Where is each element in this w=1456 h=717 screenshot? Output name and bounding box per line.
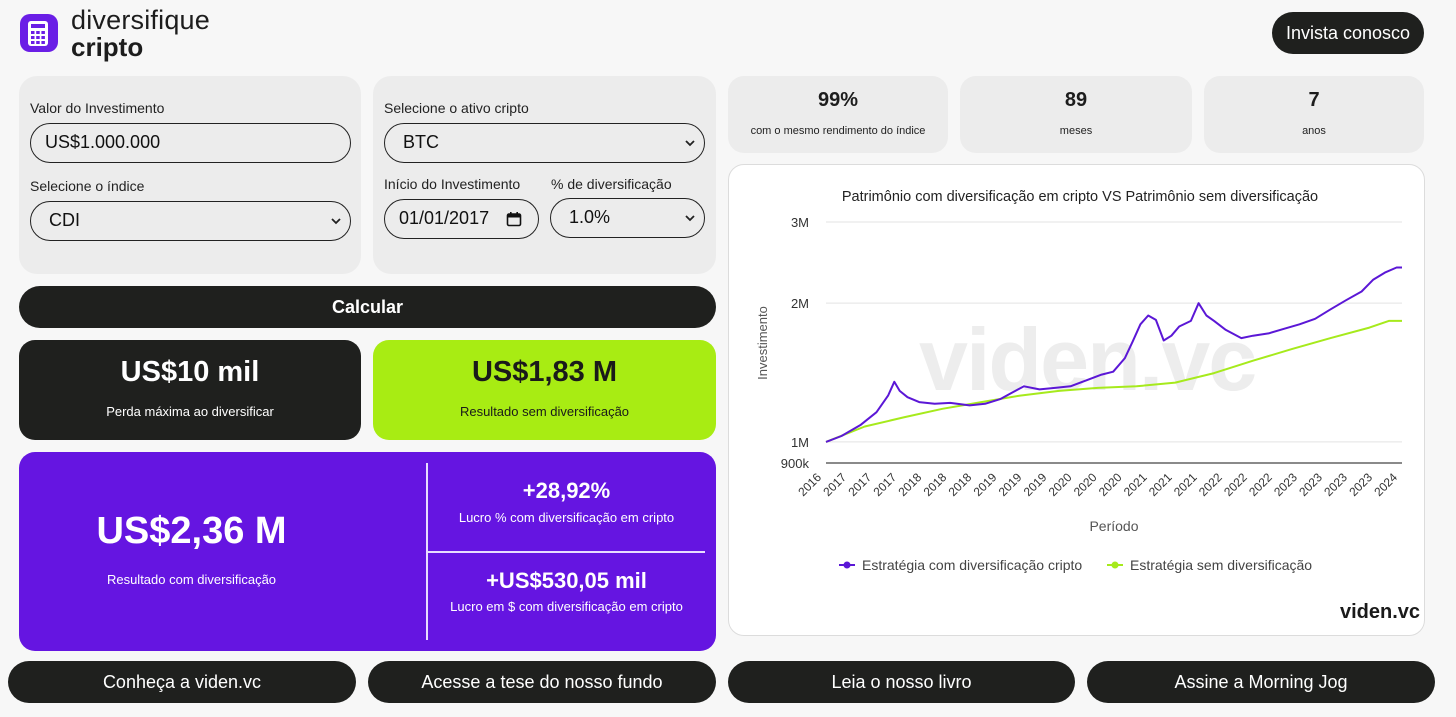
chevron-down-icon — [685, 140, 695, 147]
profit-percent-value: +28,92% — [522, 478, 611, 503]
start-date-label: Início do Investimento — [384, 176, 521, 192]
legend-label: Estratégia sem diversificação — [1130, 557, 1312, 573]
stat-years: 7 anos — [1204, 76, 1424, 153]
x-tick-label: 2022 — [1246, 470, 1275, 499]
no-diversification-label: Resultado sem diversificação — [459, 404, 630, 419]
stat-label: meses — [1059, 125, 1093, 137]
calendar-icon[interactable] — [506, 211, 522, 227]
x-tick-label: 2016 — [795, 470, 824, 499]
profit-percent-label: Lucro % com diversificação em cripto — [458, 510, 675, 525]
profit-absolute-label: Lucro em $ com diversificação em cripto — [450, 599, 683, 614]
y-axis-label: Investimento — [755, 306, 770, 380]
footer-link-book[interactable]: Leia o nosso livro — [728, 661, 1075, 703]
x-tick-label: 2018 — [921, 470, 950, 499]
logo-line-2: cripto — [71, 32, 144, 62]
viden-logo: viden.vc — [1340, 601, 1420, 623]
x-tick-label: 2021 — [1171, 470, 1200, 499]
index-label: Selecione o índice — [30, 178, 145, 194]
investment-label: Valor do Investimento — [30, 100, 165, 116]
chart-title: Patrimônio com diversificação em cripto … — [842, 189, 1318, 205]
x-tick-label: 2021 — [1146, 470, 1175, 499]
no-diversification-value: US$1,83 M — [471, 356, 618, 388]
x-tick-label: 2017 — [820, 470, 849, 499]
index-select[interactable]: CDI — [30, 201, 351, 241]
diversification-select[interactable]: 1.0% — [550, 198, 705, 238]
legend-item-without-diversification[interactable]: Estratégia sem diversificação — [1107, 557, 1312, 573]
stat-value: 99% — [817, 89, 859, 111]
stat-value: 89 — [1064, 89, 1088, 111]
vertical-divider — [426, 463, 428, 640]
x-tick-label: 2019 — [1021, 470, 1050, 499]
start-date-value: 01/01/2017 — [399, 208, 490, 228]
with-diversification-label: Resultado com diversificação — [106, 572, 277, 587]
x-tick-label: 2023 — [1296, 470, 1325, 499]
x-tick-label: 2023 — [1271, 470, 1300, 499]
logo-line-1: diversifique — [71, 5, 210, 35]
x-tick-label: 2020 — [1046, 470, 1075, 499]
form-panel-right: Selecione o ativo cripto BTC Início do I… — [373, 76, 716, 274]
footer-link-fund-thesis[interactable]: Acesse a tese do nosso fundo — [368, 661, 716, 703]
wealth-line-chart: Patrimônio com diversificação em cripto … — [755, 189, 1420, 623]
investment-input[interactable]: US$1.000.000 — [30, 123, 351, 163]
x-tick-label: 2022 — [1221, 470, 1250, 499]
x-tick-label: 2023 — [1346, 470, 1375, 499]
x-tick-label: 2021 — [1121, 470, 1150, 499]
asset-select-value: BTC — [403, 132, 439, 152]
x-tick-label: 2019 — [971, 470, 1000, 499]
x-tick-label: 2019 — [996, 470, 1025, 499]
chart-card: Patrimônio com diversificação em cripto … — [728, 164, 1425, 636]
y-tick-label: 900k — [781, 456, 810, 471]
series-line-with-diversification — [825, 266, 1402, 443]
x-axis-label: Período — [1089, 518, 1138, 534]
legend-item-with-diversification[interactable]: Estratégia com diversificação cripto — [839, 557, 1082, 573]
y-tick-label: 3M — [791, 215, 809, 230]
x-tick-label: 2020 — [1096, 470, 1125, 499]
stat-months: 89 meses — [960, 76, 1192, 153]
no-diversification-card: US$1,83 M Resultado sem diversificação — [373, 340, 716, 440]
with-diversification-value: US$2,36 M — [96, 510, 287, 552]
invest-with-us-button[interactable]: Invista conosco — [1272, 12, 1424, 54]
diversification-select-value: 1.0% — [569, 207, 611, 227]
calculate-button[interactable]: Calcular — [19, 286, 716, 328]
logo-icon — [20, 14, 58, 52]
stat-label: anos — [1302, 125, 1326, 137]
footer-link-viden[interactable]: Conheça a viden.vc — [8, 661, 356, 703]
stat-same-yield: 99% com o mesmo rendimento do índice — [728, 76, 948, 153]
asset-label: Selecione o ativo cripto — [384, 100, 529, 116]
x-tick-label: 2018 — [896, 470, 925, 499]
max-loss-label: Perda máxima ao diversificar — [106, 404, 274, 419]
x-tick-label: 2023 — [1321, 470, 1350, 499]
asset-select[interactable]: BTC — [384, 123, 705, 163]
start-date-input[interactable]: 01/01/2017 — [384, 199, 539, 239]
max-loss-card: US$10 mil Perda máxima ao diversificar — [19, 340, 361, 440]
legend: Estratégia com diversificação cripto Est… — [839, 557, 1312, 573]
profit-absolute-value: +US$530,05 mil — [486, 568, 647, 593]
x-tick-label: 2024 — [1371, 470, 1400, 499]
x-tick-label: 2022 — [1196, 470, 1225, 499]
x-tick-label: 2020 — [1071, 470, 1100, 499]
max-loss-value: US$10 mil — [120, 356, 260, 388]
with-diversification-card: US$2,36 M Resultado com diversificação +… — [19, 452, 716, 651]
y-tick-label: 1M — [791, 435, 809, 450]
y-tick-label: 2M — [791, 296, 809, 311]
logo-wordmark: diversifique cripto — [71, 5, 210, 62]
index-select-value: CDI — [49, 210, 80, 230]
x-tick-label: 2017 — [870, 470, 899, 499]
x-tick-label: 2018 — [946, 470, 975, 499]
horizontal-divider — [428, 551, 705, 553]
watermark-text: viden.vc — [919, 310, 1255, 409]
diversification-label: % de diversificação — [551, 176, 672, 192]
form-panel-left: Valor do Investimento US$1.000.000 Selec… — [19, 76, 361, 274]
chevron-down-icon — [685, 215, 695, 222]
footer-link-morning-jog[interactable]: Assine a Morning Jog — [1087, 661, 1435, 703]
legend-label: Estratégia com diversificação cripto — [862, 557, 1082, 573]
series-line-without-diversification — [825, 319, 1402, 443]
stat-value: 7 — [1308, 89, 1320, 111]
chevron-down-icon — [331, 218, 341, 225]
x-tick-label: 2017 — [845, 470, 874, 499]
stat-label: com o mesmo rendimento do índice — [750, 125, 926, 137]
